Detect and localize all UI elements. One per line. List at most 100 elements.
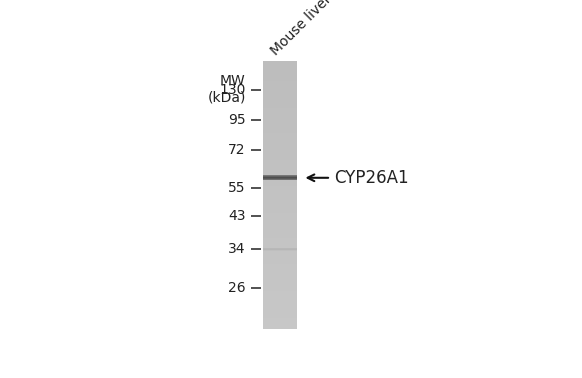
Bar	[263, 226, 297, 229]
Text: 95: 95	[228, 113, 246, 127]
Bar	[263, 193, 297, 195]
Bar	[263, 320, 297, 322]
Bar	[263, 68, 297, 70]
Bar	[263, 160, 297, 162]
Bar	[263, 293, 297, 296]
Bar	[263, 122, 297, 124]
Bar	[263, 256, 297, 258]
Bar	[263, 222, 297, 224]
Bar	[263, 149, 297, 150]
Bar	[263, 164, 297, 166]
Bar	[263, 265, 297, 266]
Bar	[263, 298, 297, 300]
Bar	[263, 309, 297, 311]
Bar	[263, 204, 297, 206]
Bar	[263, 246, 297, 249]
Bar	[263, 220, 297, 222]
Bar	[263, 224, 297, 226]
Bar	[263, 171, 297, 173]
Bar	[263, 139, 297, 142]
Bar	[263, 291, 297, 293]
Bar	[263, 209, 297, 211]
Bar	[263, 142, 297, 144]
Bar	[263, 95, 297, 97]
Bar	[263, 195, 297, 197]
Bar	[263, 278, 297, 280]
Bar	[263, 238, 297, 240]
Bar	[263, 73, 297, 75]
Bar	[263, 307, 297, 309]
Bar	[263, 175, 297, 177]
Bar	[263, 102, 297, 104]
Bar	[263, 186, 297, 189]
Bar	[263, 128, 297, 130]
Bar	[263, 231, 297, 233]
Bar	[263, 269, 297, 271]
Text: 72: 72	[228, 143, 246, 157]
Bar	[263, 106, 297, 108]
Bar	[263, 110, 297, 113]
Bar	[263, 189, 297, 191]
Bar	[263, 135, 297, 137]
Bar	[263, 64, 297, 66]
Bar	[263, 133, 297, 135]
Bar	[263, 124, 297, 126]
Bar	[263, 280, 297, 282]
Bar	[263, 260, 297, 262]
Bar	[263, 318, 297, 320]
Bar	[263, 81, 297, 84]
Bar	[263, 229, 297, 231]
Text: MW
(kDa): MW (kDa)	[207, 74, 246, 105]
Bar	[263, 251, 297, 253]
Bar	[263, 155, 297, 157]
Bar	[263, 271, 297, 273]
Bar	[263, 235, 297, 238]
Bar	[263, 84, 297, 86]
Bar	[263, 182, 297, 184]
Bar	[263, 191, 297, 193]
Bar	[263, 79, 297, 81]
Bar	[263, 146, 297, 149]
Bar	[263, 200, 297, 202]
Bar	[263, 240, 297, 242]
Bar	[263, 119, 297, 122]
Bar	[263, 104, 297, 106]
Bar	[263, 211, 297, 213]
Bar	[263, 184, 297, 186]
Bar	[263, 180, 297, 182]
Bar	[263, 173, 297, 175]
Bar	[263, 88, 297, 90]
Bar	[263, 253, 297, 256]
Bar	[263, 77, 297, 79]
Bar	[263, 99, 297, 102]
Text: CYP26A1: CYP26A1	[335, 169, 409, 187]
Bar	[263, 311, 297, 313]
Bar	[263, 266, 297, 269]
Bar	[263, 61, 297, 64]
Bar	[263, 197, 297, 200]
Bar	[263, 276, 297, 278]
Bar	[263, 313, 297, 316]
Bar	[263, 233, 297, 235]
Bar	[263, 213, 297, 215]
Bar	[263, 130, 297, 133]
Text: 55: 55	[228, 181, 246, 195]
Bar	[263, 327, 297, 329]
Bar	[263, 296, 297, 298]
Bar	[263, 115, 297, 117]
Bar	[263, 108, 297, 110]
Bar	[263, 169, 297, 171]
Bar	[263, 325, 297, 327]
Bar	[263, 113, 297, 115]
Bar	[263, 70, 297, 73]
Bar	[263, 249, 297, 251]
Bar	[263, 153, 297, 155]
Bar	[263, 150, 297, 153]
Text: 34: 34	[228, 242, 246, 256]
Bar	[263, 66, 297, 68]
Bar	[263, 93, 297, 95]
Bar	[263, 215, 297, 218]
Bar	[263, 206, 297, 209]
Text: Mouse liver: Mouse liver	[268, 0, 334, 59]
Bar	[263, 316, 297, 318]
